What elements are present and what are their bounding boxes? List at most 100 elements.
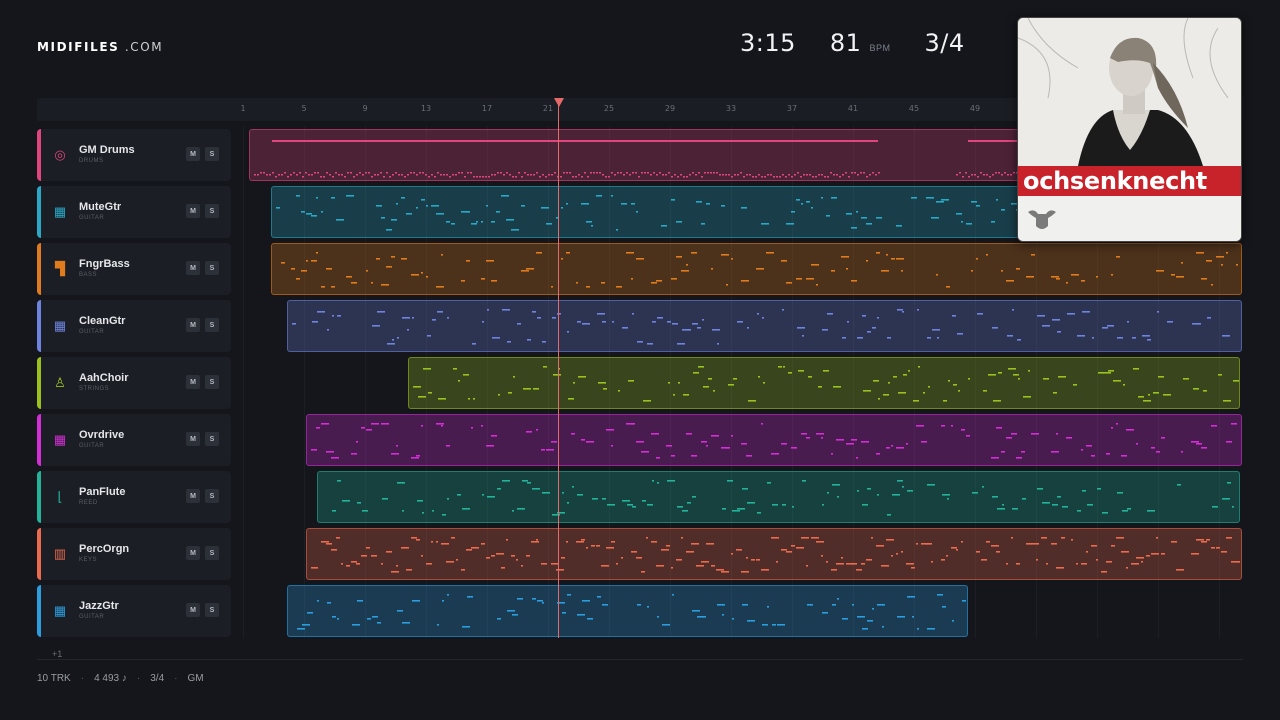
solo-button[interactable]: S bbox=[205, 318, 219, 332]
separator: · bbox=[80, 673, 85, 684]
track-color-stripe bbox=[37, 471, 41, 523]
ruler-bar-number: 9 bbox=[362, 104, 368, 113]
solo-button[interactable]: S bbox=[205, 147, 219, 161]
midi-clip[interactable] bbox=[408, 357, 1240, 409]
track-name: FngrBass bbox=[79, 258, 130, 270]
time-signature: 3/4 bbox=[924, 29, 965, 57]
more-tracks-indicator[interactable]: +1 bbox=[52, 649, 63, 659]
track-header[interactable]: ▦ CleanGtr GUITAR M S bbox=[37, 300, 231, 352]
guitar-icon: ▦ bbox=[53, 602, 67, 618]
track-color-stripe bbox=[37, 243, 41, 295]
solo-button[interactable]: S bbox=[205, 204, 219, 218]
note-pattern bbox=[311, 423, 1237, 459]
midi-clip[interactable] bbox=[306, 414, 1242, 466]
ruler-bar-number: 5 bbox=[301, 104, 307, 113]
midi-clip[interactable] bbox=[306, 528, 1242, 580]
track-name: MuteGtr bbox=[79, 201, 122, 213]
solo-button[interactable]: S bbox=[205, 375, 219, 389]
mute-button[interactable]: M bbox=[186, 204, 200, 218]
track-name: JazzGtr bbox=[79, 600, 119, 612]
playhead-handle-icon[interactable] bbox=[554, 98, 564, 107]
solo-button[interactable]: S bbox=[205, 489, 219, 503]
brand-logo[interactable]: MIDIFILES .COM bbox=[37, 40, 163, 54]
mute-button[interactable]: M bbox=[186, 147, 200, 161]
track-type: REED bbox=[79, 500, 98, 506]
solo-button[interactable]: S bbox=[205, 603, 219, 617]
bass-icon: ▜ bbox=[55, 260, 65, 276]
ruler-bar-number: 13 bbox=[420, 104, 432, 113]
mute-button[interactable]: M bbox=[186, 318, 200, 332]
track-header[interactable]: ▦ JazzGtr GUITAR M S bbox=[37, 585, 231, 637]
note-pattern bbox=[311, 537, 1240, 573]
track-header[interactable]: ▥ PercOrgn KEYS M S bbox=[37, 528, 231, 580]
footer-time-signature: 3/4 bbox=[150, 673, 165, 684]
note-pattern bbox=[332, 480, 1234, 516]
ruler-bar-number: 21 bbox=[542, 104, 554, 113]
midi-clip[interactable] bbox=[287, 300, 1242, 352]
track-header[interactable]: ▜ FngrBass BASS M S bbox=[37, 243, 231, 295]
album-cover: ochsenknecht bbox=[1017, 17, 1242, 242]
footer-track-count: 10 TRK bbox=[37, 673, 71, 684]
track-color-stripe bbox=[37, 585, 41, 637]
track-header[interactable]: ▦ Ovrdrive GUITAR M S bbox=[37, 414, 231, 466]
album-artist-name: ochsenknecht bbox=[1018, 166, 1241, 196]
note-pattern bbox=[297, 594, 966, 630]
separator: · bbox=[174, 673, 178, 684]
track-header[interactable]: ▦ MuteGtr GUITAR M S bbox=[37, 186, 231, 238]
choir-icon: ♙ bbox=[54, 374, 66, 390]
tempo-value: 81 bbox=[829, 29, 862, 57]
track-color-stripe bbox=[37, 414, 41, 466]
track-name: AahChoir bbox=[79, 372, 129, 384]
mute-button[interactable]: M bbox=[186, 489, 200, 503]
track-name: PanFlute bbox=[79, 486, 126, 498]
solo-button[interactable]: S bbox=[205, 261, 219, 275]
brand-suffix: .COM bbox=[124, 40, 164, 54]
track-type: DRUMS bbox=[79, 158, 104, 164]
track-type: STRINGS bbox=[79, 386, 110, 392]
solo-button[interactable]: S bbox=[205, 546, 219, 560]
track-type: GUITAR bbox=[79, 443, 105, 449]
ruler-bar-number: 25 bbox=[603, 104, 615, 113]
note-pattern bbox=[413, 366, 1239, 402]
track-type: KEYS bbox=[79, 557, 98, 563]
ruler-bar-number: 1 bbox=[240, 104, 246, 113]
track-header[interactable]: ♙ AahChoir STRINGS M S bbox=[37, 357, 231, 409]
midi-clip[interactable] bbox=[271, 243, 1242, 295]
footer-info: 10 TRK · 4 493 ♪ · 3/4 · GM bbox=[37, 673, 204, 684]
song-duration: 3:15 bbox=[740, 29, 796, 57]
mute-button[interactable]: M bbox=[186, 546, 200, 560]
keys-icon: ▥ bbox=[53, 545, 67, 561]
midi-clip[interactable] bbox=[317, 471, 1240, 523]
mute-button[interactable]: M bbox=[186, 375, 200, 389]
track-type: GUITAR bbox=[79, 329, 105, 335]
guitar-icon: ▦ bbox=[53, 431, 67, 447]
album-portrait bbox=[1018, 18, 1241, 166]
ruler-bar-number: 33 bbox=[725, 104, 737, 113]
bull-logo-icon bbox=[1028, 210, 1056, 229]
playhead[interactable] bbox=[558, 104, 559, 638]
midi-clip[interactable] bbox=[287, 585, 968, 637]
mute-button[interactable]: M bbox=[186, 603, 200, 617]
track-header[interactable]: ◎ GM Drums DRUMS M S bbox=[37, 129, 231, 181]
track-header[interactable]: ⌊ PanFlute REED M S bbox=[37, 471, 231, 523]
mute-button[interactable]: M bbox=[186, 261, 200, 275]
guitar-icon: ▦ bbox=[53, 317, 67, 333]
ruler-bar-number: 41 bbox=[847, 104, 859, 113]
ruler-bar-number: 45 bbox=[908, 104, 920, 113]
flute-icon: ⌊ bbox=[57, 488, 63, 504]
guitar-icon: ▦ bbox=[53, 203, 67, 219]
track-color-stripe bbox=[37, 300, 41, 352]
solo-button[interactable]: S bbox=[205, 432, 219, 446]
note-pattern bbox=[292, 309, 1230, 345]
timeline-ruler[interactable]: 1 5 9 13 17 21 25 29 33 37 41 45 49 bbox=[37, 98, 1243, 121]
note-pattern bbox=[281, 252, 1238, 288]
track-color-stripe bbox=[37, 357, 41, 409]
track-type: BASS bbox=[79, 272, 98, 278]
mute-button[interactable]: M bbox=[186, 432, 200, 446]
ruler-bar-number: 37 bbox=[786, 104, 798, 113]
track-name: GM Drums bbox=[79, 144, 135, 156]
track-type: GUITAR bbox=[79, 614, 105, 620]
track-color-stripe bbox=[37, 528, 41, 580]
album-lower-panel bbox=[1018, 196, 1241, 241]
ruler-bar-number: 49 bbox=[969, 104, 981, 113]
